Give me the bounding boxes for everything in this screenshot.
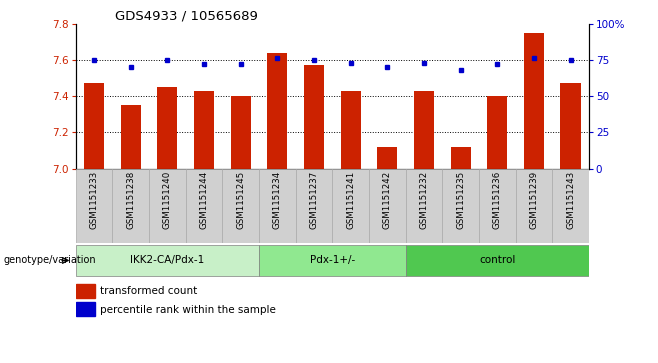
Bar bbox=[186, 169, 222, 243]
Text: GSM1151236: GSM1151236 bbox=[493, 171, 502, 229]
Bar bbox=[369, 169, 405, 243]
Bar bbox=[194, 91, 214, 169]
Bar bbox=[259, 169, 295, 243]
Bar bbox=[487, 96, 507, 169]
Bar bbox=[295, 169, 332, 243]
Text: GSM1151232: GSM1151232 bbox=[419, 171, 428, 229]
Text: control: control bbox=[479, 256, 515, 265]
Text: GSM1151242: GSM1151242 bbox=[383, 171, 392, 229]
Bar bbox=[76, 245, 259, 276]
Text: GSM1151244: GSM1151244 bbox=[199, 171, 209, 229]
Bar bbox=[516, 169, 552, 243]
Bar bbox=[222, 169, 259, 243]
Text: GSM1151243: GSM1151243 bbox=[566, 171, 575, 229]
Bar bbox=[304, 65, 324, 169]
Bar bbox=[552, 169, 589, 243]
Bar bbox=[442, 169, 479, 243]
Bar bbox=[479, 169, 516, 243]
Bar bbox=[561, 83, 580, 169]
Bar bbox=[76, 284, 95, 298]
Text: GSM1151233: GSM1151233 bbox=[89, 171, 99, 229]
Text: GDS4933 / 10565689: GDS4933 / 10565689 bbox=[115, 9, 258, 22]
Text: IKK2-CA/Pdx-1: IKK2-CA/Pdx-1 bbox=[130, 256, 205, 265]
Text: Pdx-1+/-: Pdx-1+/- bbox=[310, 256, 355, 265]
Text: GSM1151240: GSM1151240 bbox=[163, 171, 172, 229]
Bar bbox=[405, 245, 589, 276]
Bar bbox=[405, 169, 442, 243]
Bar bbox=[267, 53, 288, 169]
Text: GSM1151241: GSM1151241 bbox=[346, 171, 355, 229]
Bar bbox=[451, 147, 470, 169]
Bar bbox=[84, 83, 104, 169]
Bar bbox=[113, 169, 149, 243]
Bar bbox=[259, 245, 405, 276]
Bar bbox=[157, 87, 178, 169]
Bar bbox=[76, 302, 95, 316]
Bar bbox=[76, 169, 113, 243]
Bar bbox=[149, 169, 186, 243]
Text: GSM1151234: GSM1151234 bbox=[273, 171, 282, 229]
Bar bbox=[120, 105, 141, 169]
Bar bbox=[524, 33, 544, 169]
Text: transformed count: transformed count bbox=[100, 286, 197, 297]
Bar bbox=[341, 91, 361, 169]
Bar bbox=[414, 91, 434, 169]
Bar bbox=[230, 96, 251, 169]
Text: GSM1151245: GSM1151245 bbox=[236, 171, 245, 229]
Text: GSM1151238: GSM1151238 bbox=[126, 171, 135, 229]
Text: GSM1151239: GSM1151239 bbox=[530, 171, 538, 229]
Text: genotype/variation: genotype/variation bbox=[3, 256, 96, 265]
Bar bbox=[377, 147, 397, 169]
Bar bbox=[332, 169, 369, 243]
Text: GSM1151237: GSM1151237 bbox=[309, 171, 318, 229]
Text: GSM1151235: GSM1151235 bbox=[456, 171, 465, 229]
Text: percentile rank within the sample: percentile rank within the sample bbox=[100, 305, 276, 315]
